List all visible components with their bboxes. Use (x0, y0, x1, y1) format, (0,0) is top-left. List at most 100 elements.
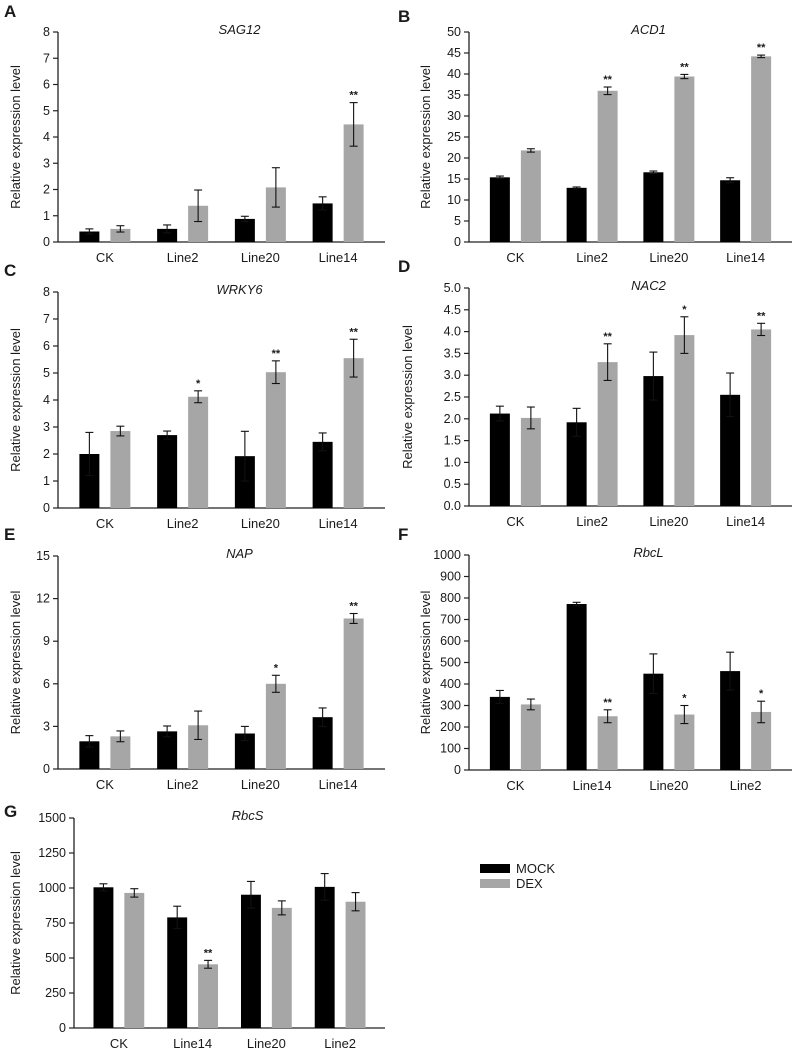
bar-mock (157, 228, 178, 242)
y-tick-label: 40 (447, 67, 461, 81)
significance-marker: ** (680, 61, 689, 73)
x-tick-label: CK (96, 516, 114, 531)
y-tick-label: 7 (43, 51, 50, 65)
y-tick-label: 0 (454, 235, 461, 249)
y-tick-label: 6 (43, 78, 50, 92)
y-tick-label: 0.5 (444, 477, 461, 491)
chart-panel-a: A SAG12 Relative expression level 0 1 2 3 4 5 6 7 8… (4, 2, 385, 265)
bar-dex (265, 683, 286, 769)
bar-mock (312, 441, 333, 508)
significance-marker: * (274, 662, 279, 674)
significance-marker: ** (272, 348, 281, 360)
y-tick-label: 3 (43, 719, 50, 733)
chart-title: SAG12 (219, 22, 262, 37)
y-axis-label: Relative expression level (418, 590, 433, 734)
y-tick-label: 4.0 (444, 325, 461, 339)
y-tick-label: 1000 (38, 881, 66, 895)
x-tick-label: Line20 (241, 250, 280, 265)
x-tick-label: Line20 (649, 250, 688, 265)
y-tick-label: 0 (43, 762, 50, 776)
y-tick-label: 500 (45, 951, 66, 965)
y-tick-label: 2.5 (444, 390, 461, 404)
y-tick-label: 3 (43, 420, 50, 434)
panel-letter: C (4, 261, 16, 280)
x-tick-label: Line14 (173, 1036, 212, 1051)
bar-dex (343, 124, 364, 242)
bar-dex (110, 736, 131, 769)
y-tick-label: 1250 (38, 846, 66, 860)
bar-dex (751, 711, 772, 770)
y-tick-label: 10 (447, 193, 461, 207)
bar-dex (751, 56, 772, 242)
y-tick-label: 4.5 (444, 303, 461, 317)
y-tick-label: 15 (447, 172, 461, 186)
chart-panel-e: E NAP Relative expression level 0 3 6 9 12 15 CK L… (4, 525, 385, 792)
y-tick-label: 1000 (433, 548, 461, 562)
x-tick-label: Line2 (167, 250, 199, 265)
x-tick-label: Line20 (247, 1036, 286, 1051)
x-tick-label: CK (506, 514, 524, 529)
y-tick-label: 1.0 (444, 455, 461, 469)
significance-marker: ** (349, 90, 358, 102)
bar-dex (343, 618, 364, 769)
bar-mock (489, 696, 510, 770)
x-tick-label: Line20 (649, 778, 688, 793)
y-tick-label: 1.5 (444, 434, 461, 448)
y-tick-label: 400 (440, 677, 461, 691)
x-tick-label: Line14 (573, 778, 612, 793)
chart-panel-f: F RbcL Relative expression level 0 100 200 300… (398, 525, 792, 793)
legend-label-dex: DEX (516, 876, 543, 891)
chart-panel-c: C WRKY6 Relative expression level 0 1 2 3 4 5 6 7 8… (4, 261, 385, 531)
significance-marker: * (759, 688, 764, 700)
bar-dex (188, 396, 209, 508)
y-tick-label: 700 (440, 613, 461, 627)
x-tick-label: Line2 (167, 516, 199, 531)
chart-title: NAP (226, 546, 253, 561)
y-tick-label: 1500 (38, 811, 66, 825)
x-tick-label: Line2 (730, 778, 762, 793)
y-tick-label: 35 (447, 88, 461, 102)
bar-mock (79, 741, 100, 769)
y-tick-label: 4 (43, 393, 50, 407)
y-tick-label: 0 (59, 1021, 66, 1035)
bar-dex (265, 187, 286, 242)
y-tick-label: 900 (440, 570, 461, 584)
y-axis-label: Relative expression level (8, 328, 23, 472)
y-tick-label: 45 (447, 46, 461, 60)
x-tick-label: Line14 (319, 777, 358, 792)
significance-marker: ** (757, 310, 766, 322)
bar-mock (566, 187, 587, 242)
y-tick-label: 4 (43, 130, 50, 144)
y-tick-label: 800 (440, 591, 461, 605)
x-tick-label: Line14 (726, 250, 765, 265)
bar-dex (345, 901, 366, 1028)
bar-dex (265, 372, 286, 508)
y-tick-label: 3 (43, 156, 50, 170)
y-tick-label: 2 (43, 447, 50, 461)
bar-mock (314, 886, 335, 1028)
bar-mock (234, 733, 255, 769)
y-tick-label: 100 (440, 742, 461, 756)
panel-letter: B (398, 7, 410, 26)
panel-letter: E (4, 525, 15, 544)
y-axis-label: Relative expression level (8, 590, 23, 734)
bar-mock (93, 887, 114, 1028)
y-tick-label: 6 (43, 677, 50, 691)
significance-marker: ** (603, 74, 612, 86)
bar-dex (520, 417, 541, 506)
y-tick-label: 50 (447, 25, 461, 39)
y-axis-label: Relative expression level (400, 325, 415, 469)
bar-dex (124, 892, 145, 1028)
panel-letter: F (398, 525, 408, 544)
y-tick-label: 500 (440, 656, 461, 670)
bar-mock (720, 180, 741, 242)
y-tick-label: 200 (440, 720, 461, 734)
significance-marker: * (682, 304, 687, 316)
significance-marker: ** (349, 326, 358, 338)
significance-marker: * (682, 693, 687, 705)
panel-letter: D (398, 257, 410, 276)
bar-mock (566, 422, 587, 506)
y-tick-label: 0.0 (444, 499, 461, 513)
bar-dex (110, 431, 131, 508)
